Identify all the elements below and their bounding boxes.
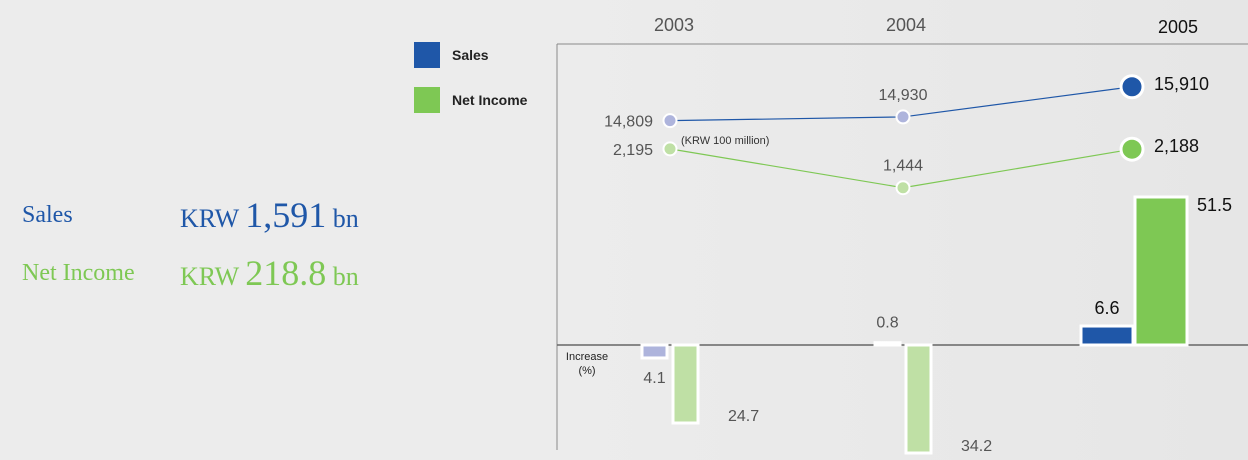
- bar-value-label-0-1: 0.8: [876, 315, 898, 332]
- line-point-0-2: [1119, 74, 1145, 100]
- line-point-0-1: [895, 109, 911, 125]
- bar-value-label-1-1: 34.2: [961, 438, 992, 455]
- bar-axis-label-line-1: (%): [578, 365, 595, 377]
- legend-label-0: Sales: [452, 47, 489, 63]
- legend-label-1: Net Income: [452, 92, 528, 108]
- bar-1-0: [671, 343, 700, 425]
- year-label-2005: 2005: [1158, 17, 1198, 37]
- legend-swatch-1: [414, 87, 440, 113]
- summary-net-income-value: KRW 218.8 bn: [180, 253, 359, 293]
- line-unit-note: (KRW 100 million): [681, 135, 769, 147]
- line-value-label-1-2: 2,188: [1154, 136, 1199, 156]
- summary-net-income-label: Net Income: [22, 260, 135, 286]
- bar-axis-label-line-0: Increase: [566, 351, 608, 363]
- bar-0-0: [640, 343, 669, 360]
- line-value-label-0-2: 15,910: [1154, 74, 1209, 94]
- legend-swatch-0: [414, 42, 440, 68]
- summary-sales-label: Sales: [22, 202, 73, 228]
- line-value-label-1-0: 2,195: [613, 142, 653, 159]
- bar-value-label-1-0: 24.7: [728, 408, 759, 425]
- line-point-1-0: [662, 141, 678, 157]
- line-value-label-0-1: 14,930: [879, 87, 928, 104]
- bar-value-label-0-2: 6.6: [1094, 298, 1119, 318]
- bar-0-1: [873, 341, 902, 347]
- bar-1-2: [1133, 195, 1189, 347]
- bar-1-1: [904, 343, 933, 455]
- summary-sales-value: KRW 1,591 bn: [180, 195, 359, 235]
- year-label-2004: 2004: [886, 15, 926, 35]
- bar-value-label-0-0: 4.1: [643, 370, 665, 387]
- line-point-0-0: [662, 113, 678, 129]
- line-point-1-1: [895, 180, 911, 196]
- bar-0-2: [1079, 324, 1135, 347]
- line-point-1-2: [1119, 136, 1145, 162]
- bar-value-label-1-2: 51.5: [1197, 195, 1232, 215]
- line-value-label-0-0: 14,809: [604, 114, 653, 131]
- line-value-label-1-1: 1,444: [883, 158, 923, 175]
- year-label-2003: 2003: [654, 15, 694, 35]
